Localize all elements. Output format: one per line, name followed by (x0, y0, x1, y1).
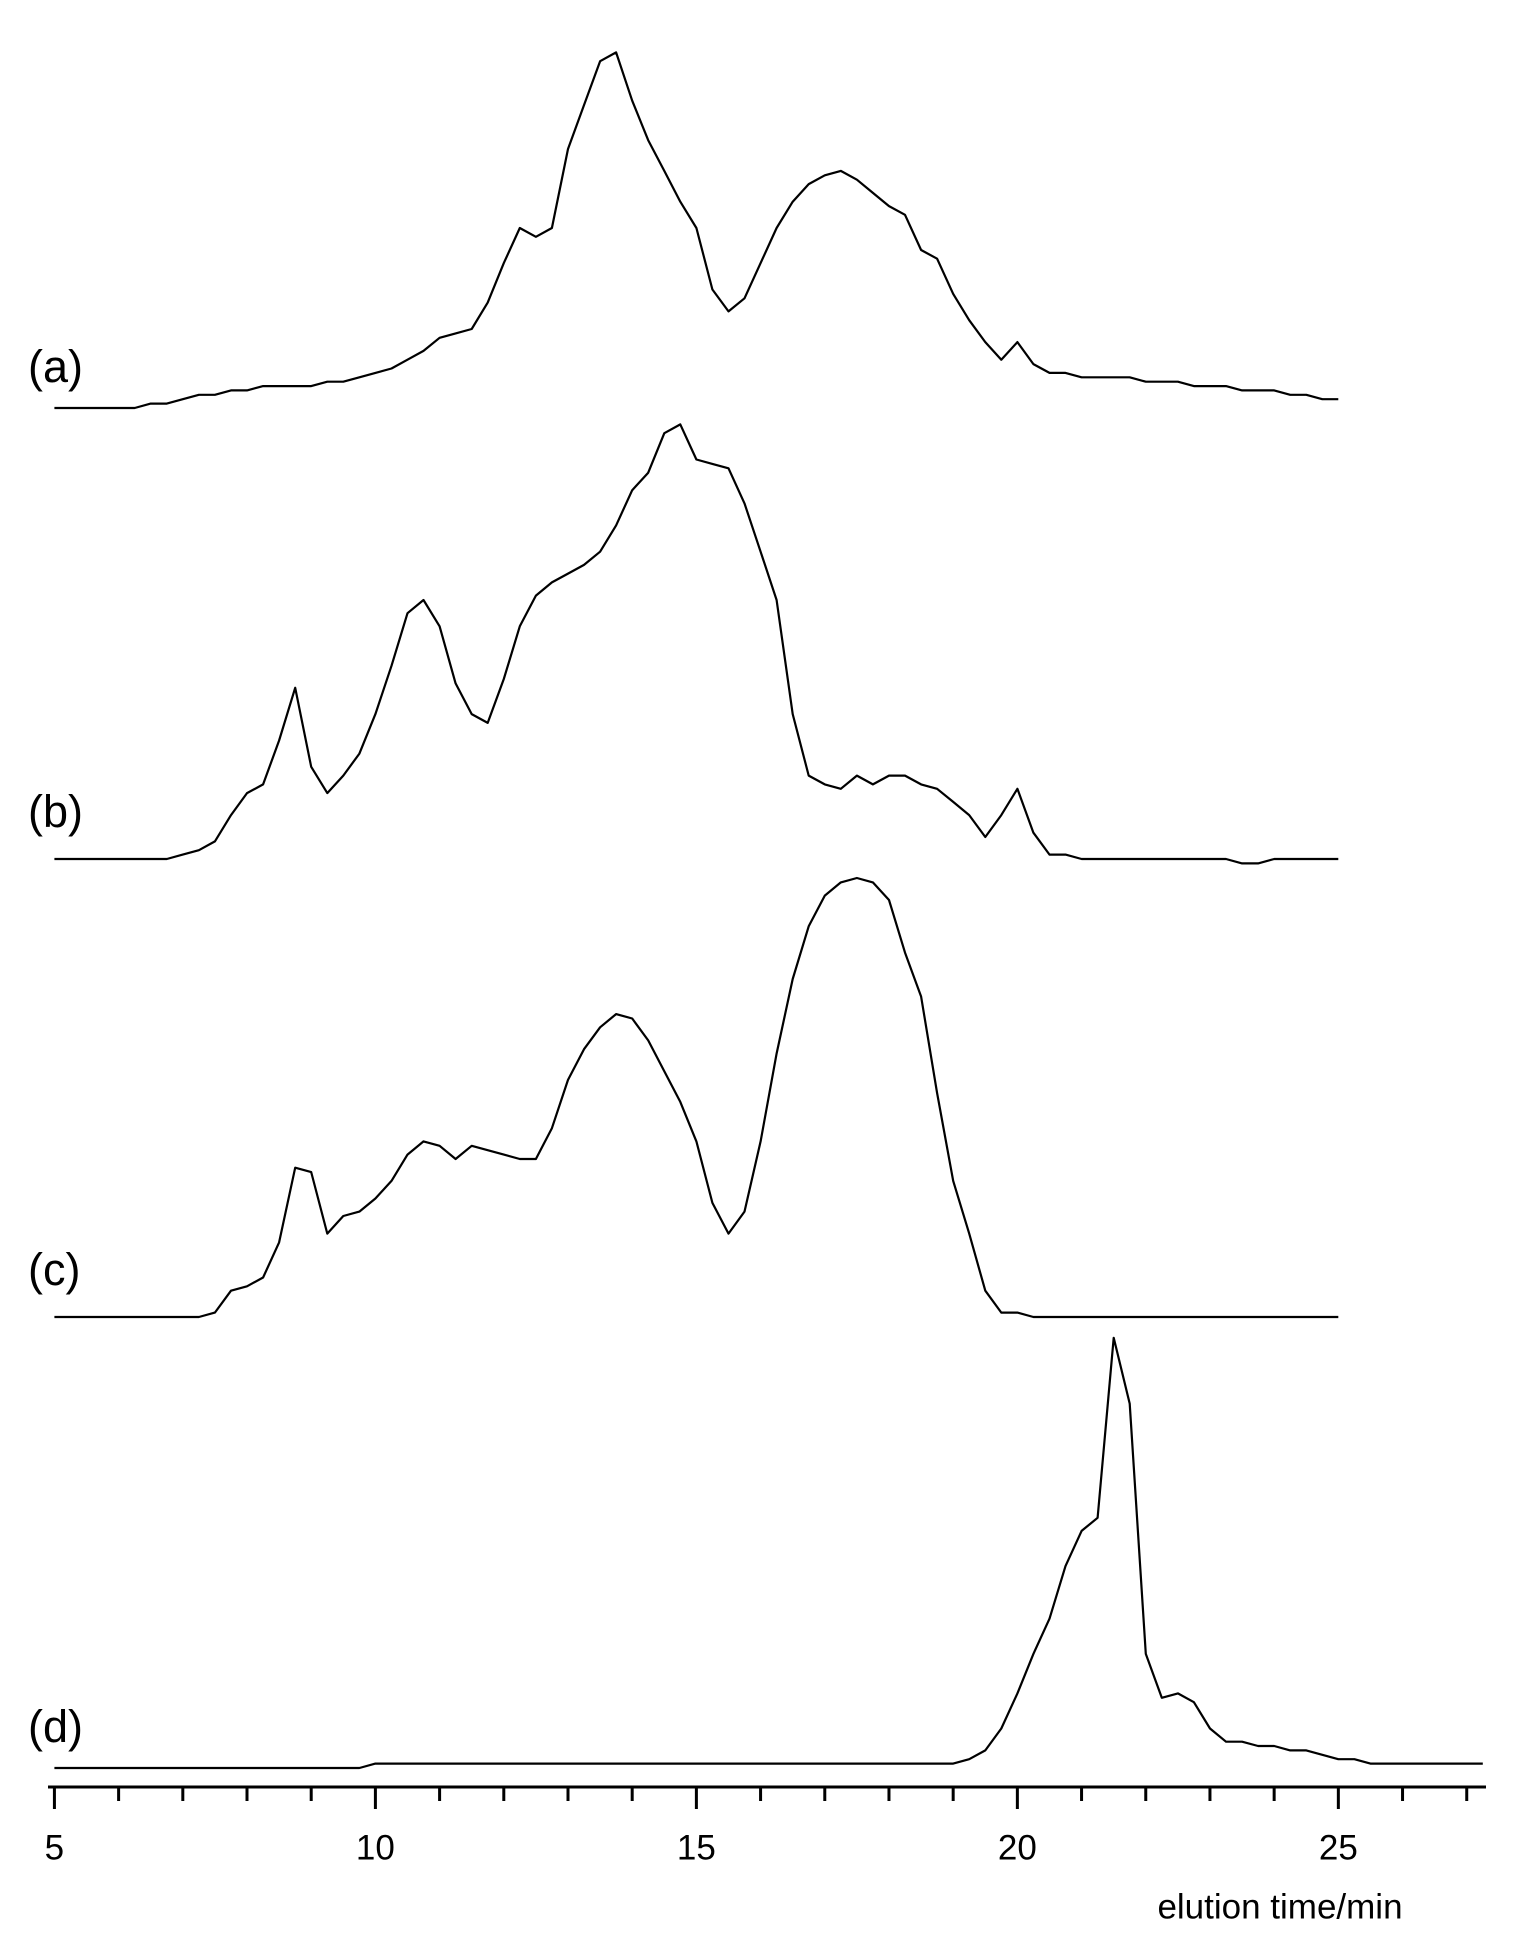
series-label: (d) (28, 1701, 83, 1752)
x-tick-label: 20 (998, 1828, 1037, 1867)
x-axis-label: elution time/min (1157, 1887, 1402, 1926)
x-tick-label: 10 (356, 1828, 395, 1867)
trace (54, 876, 1339, 1319)
series-label: (c) (28, 1244, 80, 1295)
x-tick-label: 25 (1319, 1828, 1358, 1867)
series-label: (b) (28, 786, 83, 837)
trace (54, 51, 1339, 410)
series-label: (a) (28, 341, 83, 392)
trace (54, 1336, 1483, 1770)
trace (54, 423, 1339, 865)
x-tick-label: 15 (677, 1828, 716, 1867)
x-tick-label: 5 (45, 1828, 64, 1867)
